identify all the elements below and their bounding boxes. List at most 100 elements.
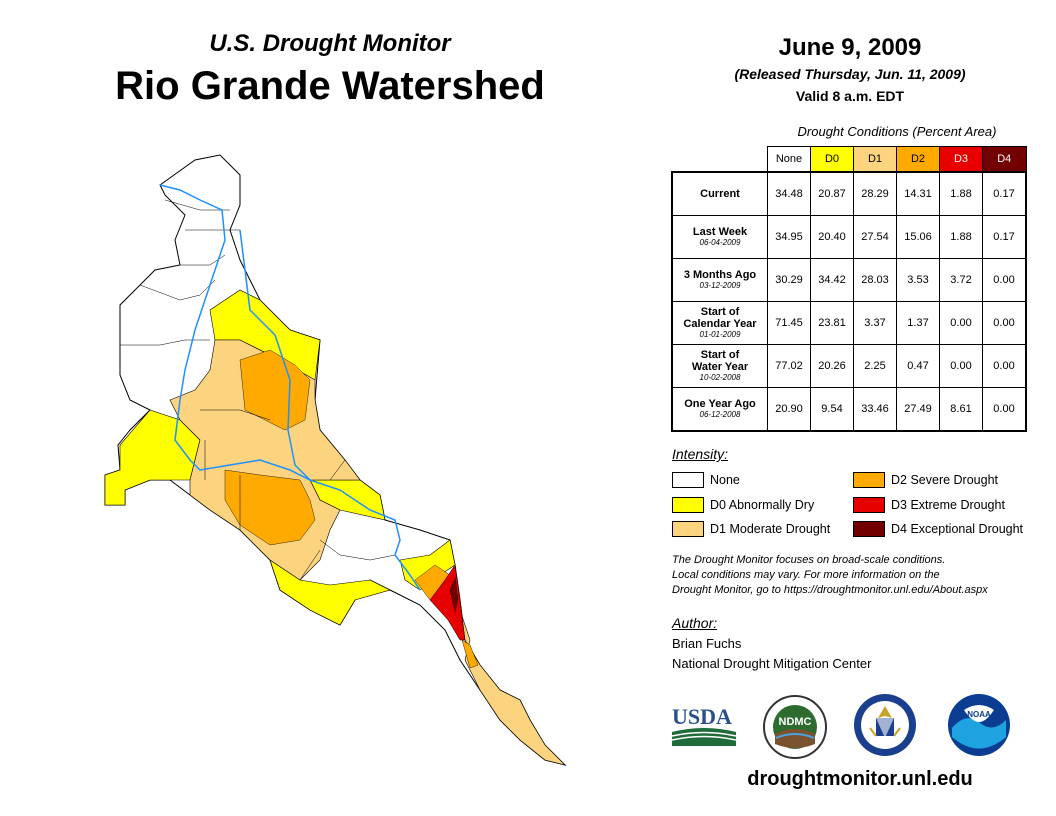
- table-cell: 34.95: [767, 215, 811, 259]
- table-cell: 34.48: [767, 171, 811, 216]
- legend-label: D4 Exceptional Drought: [891, 522, 1024, 536]
- table-cell: 1.88: [939, 215, 983, 259]
- county-boundaries: [120, 199, 396, 581]
- row-label-line1: Last Week: [692, 226, 748, 238]
- legend-swatch: [853, 472, 885, 488]
- table-header-row: None D0 D1 D2 D3 D4: [672, 146, 1027, 173]
- table-row: Start of Water Year 10-02-2008 77.02 20.26 2.…: [671, 344, 1027, 388]
- row-date: 03-12-2009: [699, 281, 741, 290]
- usda-logo-text: USDA: [672, 704, 732, 729]
- legend-swatch: [853, 521, 885, 537]
- table-cell: 0.00: [982, 344, 1027, 388]
- commerce-seal-logo: [854, 694, 916, 756]
- row-label-line2: Calendar Year: [683, 318, 757, 330]
- d2-region-north: [239, 349, 311, 431]
- table-cell: 0.17: [982, 171, 1027, 216]
- table-cell: 3.53: [896, 258, 940, 302]
- table-cell: 0.00: [939, 301, 983, 345]
- row-label-line2: Water Year: [691, 361, 749, 373]
- noaa-logo: NOAA: [948, 694, 1010, 756]
- table-cell: 28.29: [853, 171, 897, 216]
- table-cell: 0.00: [982, 387, 1027, 432]
- table-caption: Drought Conditions (Percent Area): [797, 124, 997, 139]
- row-label: Start of Water Year 10-02-2008: [671, 344, 768, 388]
- d0-region-east: [399, 539, 456, 591]
- table-row: Start of Calendar Year 01-01-2009 71.45 23.8…: [671, 301, 1027, 345]
- legend-label: None: [710, 473, 740, 487]
- table-cell: 20.40: [810, 215, 854, 259]
- table-cell: 27.54: [853, 215, 897, 259]
- table-cell: 27.49: [896, 387, 940, 432]
- table-cell: 33.46: [853, 387, 897, 432]
- release-date: (Released Thursday, Jun. 11, 2009): [734, 66, 966, 82]
- row-label-line1: One Year Ago: [684, 398, 756, 410]
- d2-region-south: [224, 469, 316, 546]
- map-subtitle: U.S. Drought Monitor: [209, 30, 451, 57]
- d4-region: [449, 577, 459, 613]
- row-date: 06-04-2009: [699, 238, 741, 247]
- website-link[interactable]: droughtmonitor.unl.edu: [747, 768, 973, 790]
- col-d2: D2: [896, 146, 940, 173]
- usda-logo: USDA: [671, 704, 737, 746]
- note-line: The Drought Monitor focuses on broad-sca…: [672, 554, 946, 566]
- river-tributary: [239, 229, 311, 481]
- table-cell: 1.88: [939, 171, 983, 216]
- table-cell: 14.31: [896, 171, 940, 216]
- table-cell: 71.45: [767, 301, 811, 345]
- legend-swatch: [672, 497, 704, 513]
- table-cell: 77.02: [767, 344, 811, 388]
- author-title: Author:: [672, 615, 718, 631]
- row-label-line1: Current: [700, 188, 740, 200]
- table-row: 3 Months Ago 03-12-2009 30.29 34.42 28.03 3.5…: [671, 258, 1027, 302]
- map-date: June 9, 2009: [778, 34, 922, 61]
- noaa-logo-text: NOAA: [967, 710, 991, 719]
- d0-region-south: [269, 559, 391, 626]
- legend-label: D2 Severe Drought: [891, 473, 999, 487]
- table-cell: 20.90: [767, 387, 811, 432]
- ndmc-logo: NDMC: [763, 695, 827, 759]
- table-cell: 20.26: [810, 344, 854, 388]
- row-date: 01-01-2009: [699, 330, 741, 339]
- table-cell: 23.81: [810, 301, 854, 345]
- row-date: 10-02-2008: [699, 373, 741, 382]
- col-d1: D1: [853, 146, 897, 173]
- row-label-line1: Start of: [700, 306, 740, 318]
- table-cell: 28.03: [853, 258, 897, 302]
- table-cell: 2.25: [853, 344, 897, 388]
- legend-label: D0 Abnormally Dry: [710, 498, 815, 512]
- row-label: Last Week 06-04-2009: [671, 215, 768, 259]
- table-cell: 34.42: [810, 258, 854, 302]
- disclaimer-note: The Drought Monitor focuses on broad-sca…: [672, 553, 1042, 598]
- table-cell: 0.00: [982, 301, 1027, 345]
- note-line: Local conditions may vary. For more info…: [672, 569, 940, 581]
- legend-label: D3 Extreme Drought: [891, 498, 1005, 512]
- col-none: None: [767, 146, 811, 173]
- author-org: National Drought Mitigation Center: [672, 656, 872, 671]
- table-cell: 0.17: [982, 215, 1027, 259]
- author-name: Brian Fuchs: [672, 636, 742, 651]
- table-cell: 3.72: [939, 258, 983, 302]
- legend-label: D1 Moderate Drought: [710, 522, 831, 536]
- col-d3: D3: [939, 146, 983, 173]
- table-cell: 3.37: [853, 301, 897, 345]
- table-cell: 0.00: [939, 344, 983, 388]
- rio-grande-river: [159, 184, 421, 591]
- row-label: One Year Ago 06-12-2008: [671, 387, 768, 432]
- table-cell: 9.54: [810, 387, 854, 432]
- row-label: 3 Months Ago 03-12-2009: [671, 258, 768, 302]
- row-label: Start of Calendar Year 01-01-2009: [671, 301, 768, 345]
- row-label: Current: [671, 171, 768, 216]
- col-d4: D4: [982, 146, 1027, 173]
- table-cell: 0.47: [896, 344, 940, 388]
- d2-region-lower: [461, 639, 479, 669]
- row-label-line1: Start of: [700, 349, 740, 361]
- table-cell: 1.37: [896, 301, 940, 345]
- table-cell: 8.61: [939, 387, 983, 432]
- d3-region: [429, 564, 466, 641]
- table-cell: 30.29: [767, 258, 811, 302]
- legend-swatch: [672, 472, 704, 488]
- legend-swatch: [853, 497, 885, 513]
- table-row: Current 34.48 20.87 28.29 14.31 1.88 0.17: [671, 171, 1027, 216]
- note-line: Drought Monitor, go to https://droughtmo…: [672, 584, 988, 596]
- table-row: One Year Ago 06-12-2008 20.90 9.54 33.46 27.4…: [671, 387, 1027, 432]
